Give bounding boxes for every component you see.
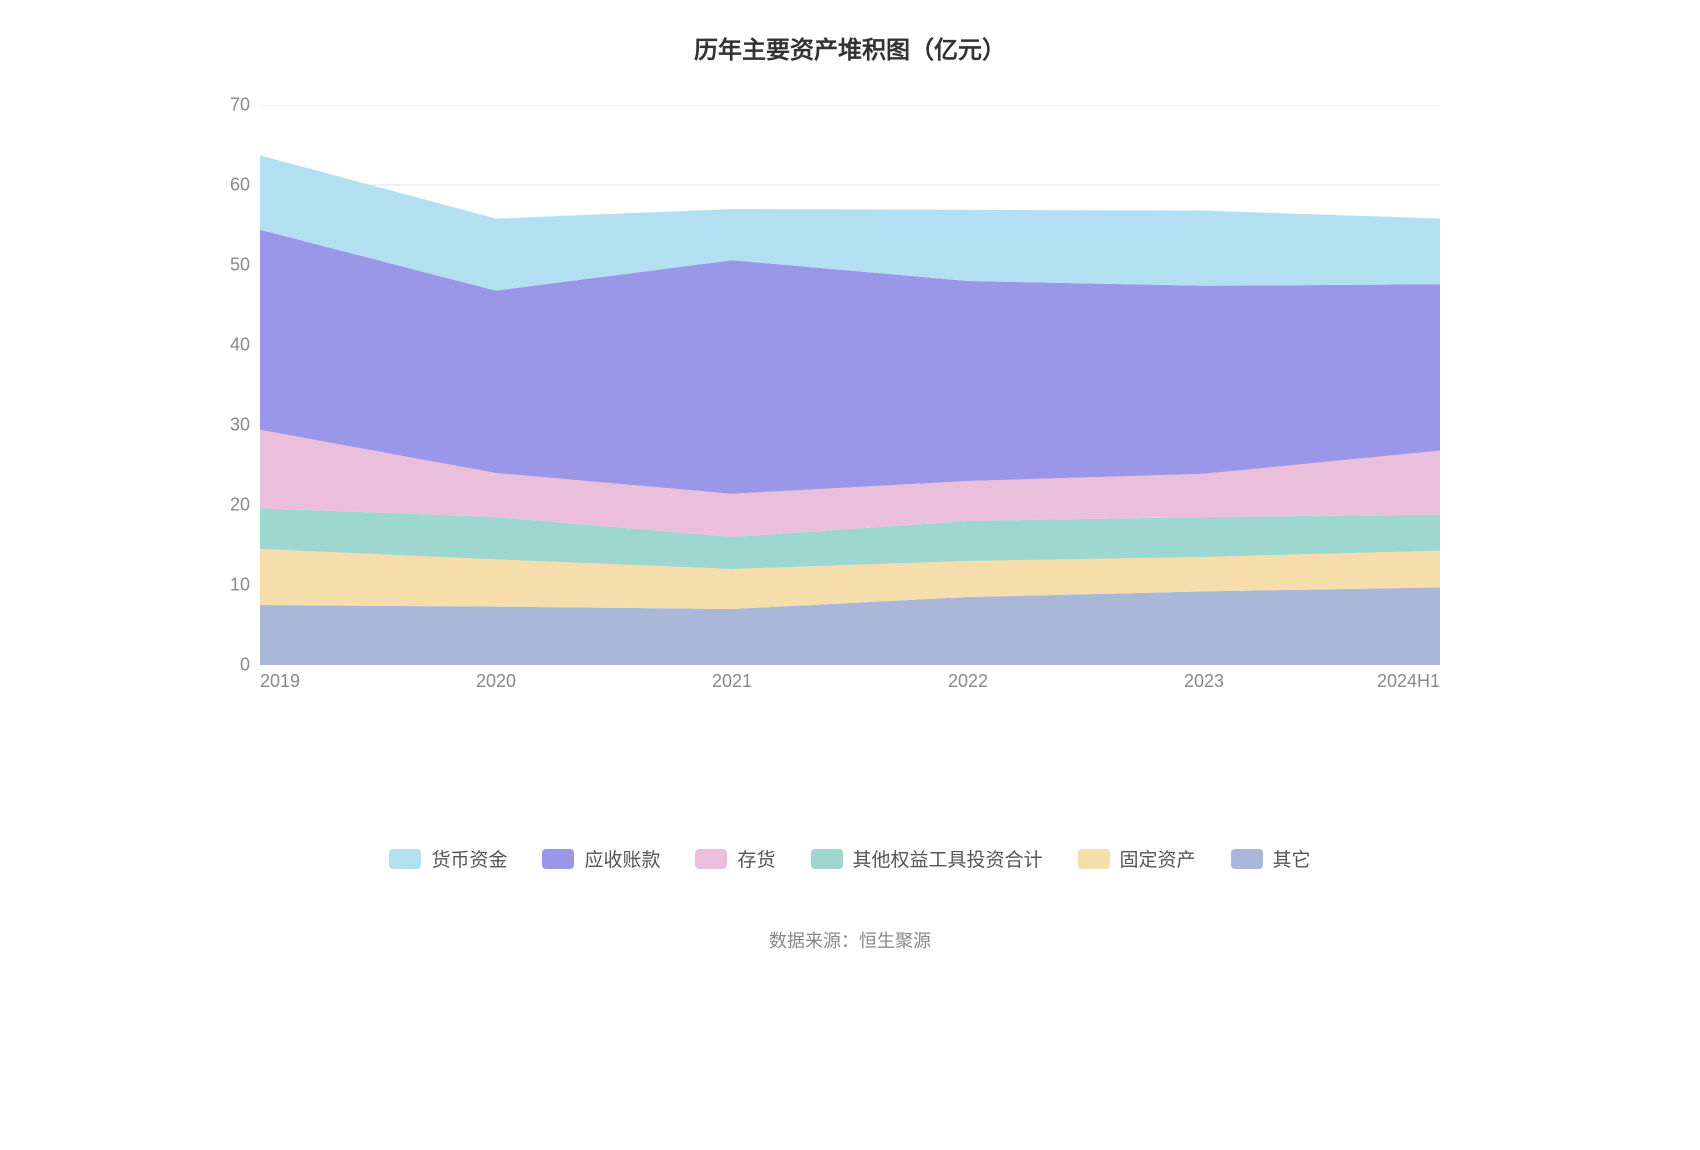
legend-item[interactable]: 存货	[695, 845, 775, 872]
y-tick-label: 20	[210, 495, 250, 516]
legend-item[interactable]: 其他权益工具投资合计	[811, 845, 1043, 872]
stacked-area-svg	[260, 105, 1440, 665]
legend-label: 固定资产	[1120, 845, 1196, 872]
x-tick-label: 2019	[260, 671, 300, 692]
x-axis-labels: 2019 2020 2021 2022 2023 2024H1	[260, 665, 1440, 695]
legend-swatch	[1078, 849, 1110, 869]
legend-swatch	[389, 849, 421, 869]
x-tick-label: 2021	[712, 671, 752, 692]
chart-title: 历年主要资产堆积图（亿元）	[50, 30, 1650, 65]
legend-item[interactable]: 其它	[1231, 845, 1311, 872]
legend: 货币资金 应收账款 存货 其他权益工具投资合计 固定资产 其它	[260, 845, 1440, 872]
y-tick-label: 40	[210, 335, 250, 356]
y-tick-label: 30	[210, 415, 250, 436]
legend-item[interactable]: 应收账款	[542, 845, 660, 872]
y-tick-label: 10	[210, 575, 250, 596]
x-tick-label: 2024H1	[1377, 671, 1440, 692]
legend-label: 其他权益工具投资合计	[853, 845, 1043, 872]
legend-swatch	[811, 849, 843, 869]
legend-swatch	[542, 849, 574, 869]
legend-swatch	[1231, 849, 1263, 869]
legend-label: 存货	[737, 845, 775, 872]
y-axis-labels: 010203040506070	[210, 105, 250, 665]
plot-area: 010203040506070 201920202021202220232024…	[260, 105, 1440, 665]
legend-label: 货币资金	[431, 845, 507, 872]
chart-container: 历年主要资产堆积图（亿元） 010203040506070 2019202020…	[0, 0, 1700, 1150]
legend-label: 应收账款	[584, 845, 660, 872]
source-note: 数据来源：恒生聚源	[260, 927, 1440, 953]
area-series	[260, 155, 1440, 290]
y-tick-label: 0	[210, 655, 250, 676]
x-tick-label: 2023	[1184, 671, 1224, 692]
y-tick-label: 70	[210, 95, 250, 116]
legend-swatch	[695, 849, 727, 869]
plot-wrapper: 010203040506070 201920202021202220232024…	[260, 105, 1440, 953]
x-tick-label: 2020	[476, 671, 516, 692]
legend-item[interactable]: 固定资产	[1078, 845, 1196, 872]
legend-item[interactable]: 货币资金	[389, 845, 507, 872]
x-tick-label: 2022	[948, 671, 988, 692]
legend-label: 其它	[1273, 845, 1311, 872]
y-tick-label: 50	[210, 255, 250, 276]
y-tick-label: 60	[210, 175, 250, 196]
